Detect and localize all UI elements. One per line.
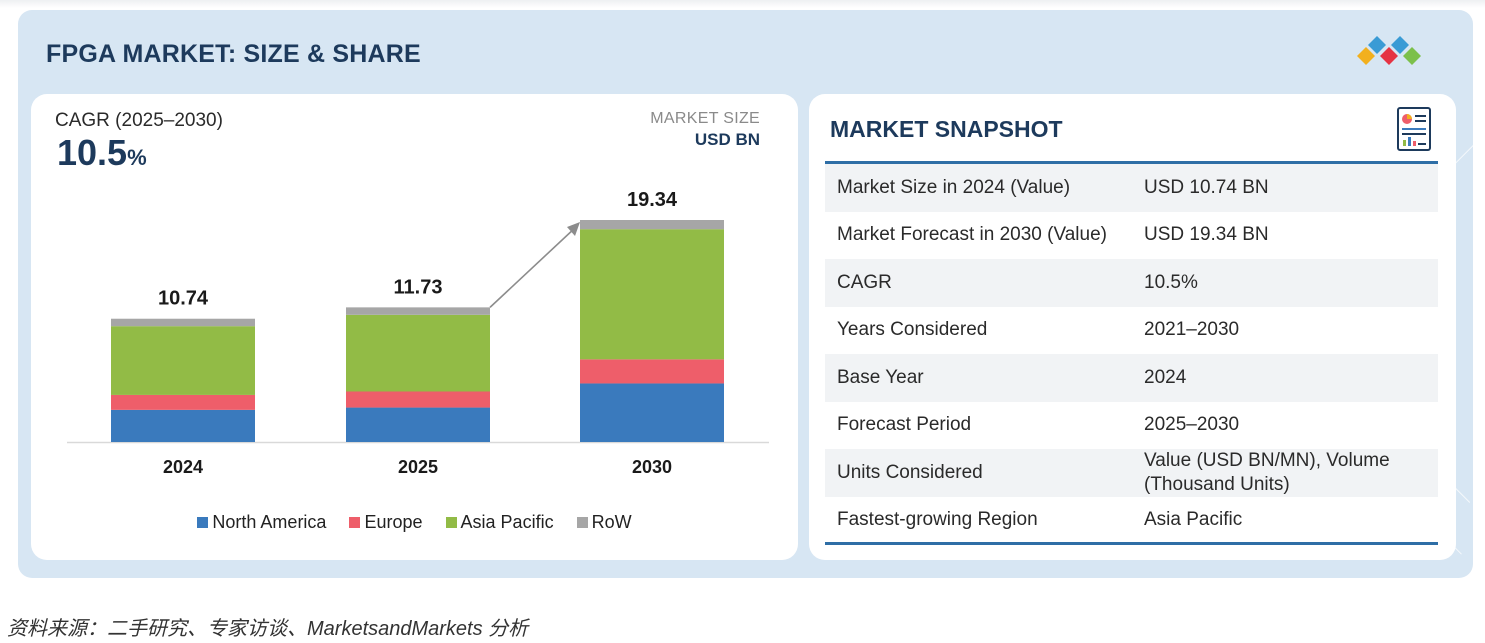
- table-row: Market Size in 2024 (Value) USD 10.74 BN: [825, 164, 1438, 212]
- row-key: Units Considered: [837, 461, 983, 483]
- row-key: Forecast Period: [837, 414, 972, 436]
- bar-asia-pacific-2030: [580, 229, 724, 360]
- source-note: 资料来源：二手研究、专家访谈、MarketsandMarkets 分析: [7, 618, 529, 640]
- row-value: 10.5%: [1144, 271, 1198, 293]
- row-key: Years Considered: [837, 319, 988, 341]
- legend-label: RoW: [591, 512, 632, 532]
- bar-row-2030: [580, 220, 724, 230]
- cagr-number: 10.5: [57, 132, 128, 173]
- infographic-panel: FPGA MARKET: SIZE & SHARE CAGR (2025–203…: [18, 10, 1473, 578]
- bar-asia-pacific-2024: [111, 326, 255, 395]
- chart-legend: North America Europe Asia Pacific RoW: [31, 512, 798, 533]
- row-value: Value (USD BN/MN), Volume (Thousand Unit…: [1144, 449, 1390, 495]
- table-row: Units Considered Value (USD BN/MN), Volum…: [825, 449, 1438, 497]
- table-row: CAGR 10.5%: [825, 259, 1438, 307]
- cagr-label: CAGR (2025–2030): [55, 110, 223, 131]
- table-row: Base Year 2024: [825, 354, 1438, 402]
- snapshot-bottom-rule: [825, 542, 1438, 545]
- legend-swatch: [197, 517, 209, 528]
- snapshot-top-rule: [825, 161, 1438, 164]
- stacked-bar-chart: 10.74 2024 11.73 2025 19.34 2030: [67, 189, 769, 477]
- market-size-card: CAGR (2025–2030) 10.5% MARKET SIZE USD B…: [31, 94, 798, 560]
- market-snapshot-card: MARKET SNAPSHOT Market Size in 2024 (Val…: [809, 94, 1456, 560]
- row-key: Base Year: [837, 366, 924, 388]
- snapshot-title: MARKET SNAPSHOT: [830, 116, 1063, 142]
- row-value: 2025–2030: [1144, 414, 1240, 436]
- bar-europe-2025: [346, 391, 490, 408]
- page-title: FPGA MARKET: SIZE & SHARE: [46, 40, 421, 68]
- bar-row-2024: [111, 318, 255, 327]
- bar-row-2025: [346, 307, 490, 315]
- legend-swatch: [349, 517, 361, 528]
- bar-asia-pacific-2025: [346, 314, 490, 392]
- snapshot-table: Market Size in 2024 (Value) USD 10.74 BN …: [825, 164, 1438, 544]
- bar-north-america-2024: [111, 409, 255, 442]
- table-row: Fastest-growing Region Asia Pacific: [825, 497, 1438, 545]
- table-row: Years Considered 2021–2030: [825, 307, 1438, 355]
- growth-arrow-line: [489, 226, 577, 308]
- legend-item-row: RoW: [576, 512, 632, 533]
- bar-total-label: 10.74: [158, 288, 209, 310]
- row-value: 2024: [1144, 366, 1187, 388]
- row-value: 2021–2030: [1144, 319, 1240, 341]
- cagr-unit: %: [127, 145, 147, 170]
- legend-item-north-america: North America: [197, 512, 326, 533]
- market-size-unit: USD BN: [694, 130, 760, 149]
- legend-label: Europe: [364, 512, 423, 532]
- x-tick-label: 2025: [398, 457, 438, 477]
- row-value: USD 10.74 BN: [1144, 176, 1269, 198]
- x-tick-label: 2024: [163, 457, 203, 477]
- market-size-label: MARKET SIZE: [650, 110, 760, 127]
- table-row: Forecast Period 2025–2030: [825, 402, 1438, 450]
- legend-swatch: [445, 517, 457, 528]
- bar-europe-2030: [580, 359, 724, 384]
- x-tick-label: 2030: [632, 457, 672, 477]
- bar-north-america-2030: [580, 383, 724, 442]
- report-icon: [1397, 107, 1431, 151]
- cagr-value: 10.5%: [57, 132, 147, 174]
- table-row: Market Forecast in 2030 (Value) USD 19.34…: [825, 212, 1438, 260]
- legend-swatch: [576, 517, 588, 528]
- bar-total-label: 11.73: [394, 276, 443, 298]
- row-key: Market Forecast in 2030 (Value): [837, 224, 1107, 246]
- row-key: Fastest-growing Region: [837, 509, 1038, 531]
- top-divider: [0, 0, 1485, 8]
- bar-europe-2024: [111, 394, 255, 410]
- legend-item-asia-pacific: Asia Pacific: [445, 512, 554, 533]
- bar-north-america-2025: [346, 407, 490, 442]
- row-key: CAGR: [837, 271, 892, 293]
- brand-logo-icon: [1357, 36, 1421, 65]
- bar-total-label: 19.34: [627, 189, 678, 211]
- legend-item-europe: Europe: [349, 512, 423, 533]
- row-value: Asia Pacific: [1144, 509, 1243, 531]
- legend-label: Asia Pacific: [460, 512, 554, 532]
- legend-label: North America: [212, 512, 327, 532]
- growth-arrow-head-icon: [567, 222, 580, 236]
- row-value: USD 19.34 BN: [1144, 224, 1269, 246]
- row-key: Market Size in 2024 (Value): [837, 176, 1071, 198]
